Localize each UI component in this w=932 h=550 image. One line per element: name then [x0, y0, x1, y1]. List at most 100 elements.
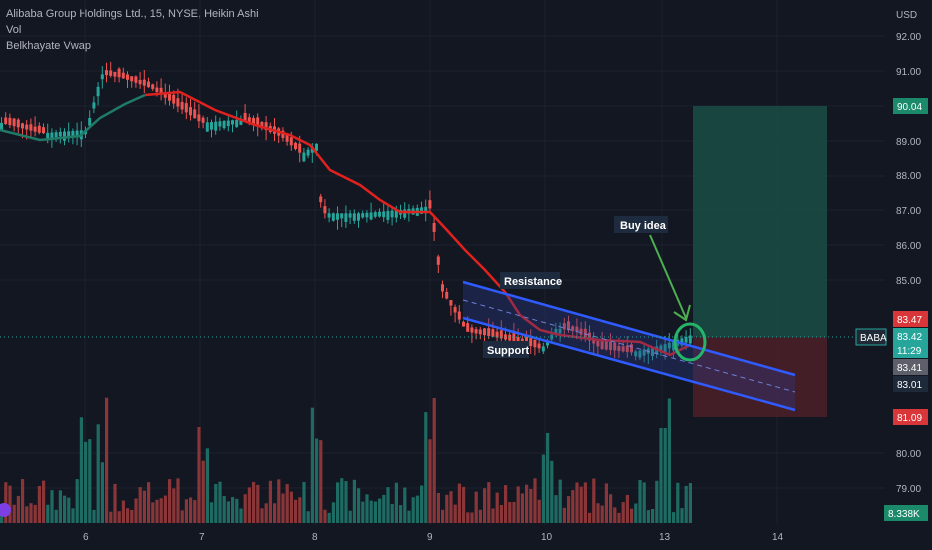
volume-bar	[638, 479, 642, 523]
candle-body	[163, 92, 167, 98]
candle-body	[432, 223, 436, 232]
candle-body	[151, 84, 155, 89]
candle-body	[180, 101, 184, 110]
volume-bar	[138, 487, 142, 523]
candle-body	[621, 346, 625, 352]
candle-body	[491, 329, 495, 337]
volume-bar	[487, 482, 491, 523]
candle-body	[193, 109, 197, 119]
candle-body	[365, 212, 369, 218]
volume-bar	[441, 509, 445, 523]
candle-body	[105, 70, 108, 76]
candle-body	[12, 118, 16, 127]
volume-bar	[42, 480, 46, 523]
volume-bar	[126, 508, 130, 523]
tv-logo-icon[interactable]	[0, 503, 11, 517]
candle-body	[609, 341, 612, 350]
candle-body	[134, 76, 138, 83]
candle-body	[583, 328, 587, 338]
buy-idea-arrow[interactable]	[649, 234, 687, 319]
candle-body	[71, 130, 75, 137]
volume-bar	[239, 508, 243, 523]
volume-bar	[105, 397, 109, 523]
channel-support-line[interactable]	[462, 316, 796, 412]
candle-body	[222, 120, 226, 129]
volume-bar	[495, 492, 499, 523]
volume-bar	[109, 511, 113, 523]
price-axis[interactable]: USD 92.00 91.00 89.00 88.00 87.00 86.00 …	[896, 10, 921, 495]
candle-body	[533, 339, 537, 348]
volume-bar	[529, 488, 533, 523]
candle-body	[155, 87, 159, 92]
volume-bar	[79, 417, 83, 523]
volume-bar	[218, 481, 222, 523]
candle-body	[88, 118, 92, 126]
vol-indicator-label[interactable]: Vol	[6, 24, 22, 36]
candle-body	[382, 211, 386, 218]
symbol-tag	[855, 328, 887, 346]
candle-body	[596, 340, 600, 347]
candle-body	[562, 323, 566, 330]
candle-body	[420, 207, 423, 214]
volume-bar	[499, 504, 503, 523]
candle-body	[256, 117, 260, 127]
volume-bar	[646, 510, 650, 523]
buy-idea-label[interactable]: Buy idea	[620, 220, 667, 232]
volume-bar	[172, 488, 176, 523]
candle-body	[680, 338, 684, 346]
candle-body	[201, 117, 205, 123]
volume-bar	[142, 490, 146, 523]
candle-body	[247, 117, 251, 123]
time-axis[interactable]: 6 7 8 9 10 13 14	[83, 532, 784, 543]
volume-bar	[121, 500, 125, 523]
candle-body	[29, 124, 33, 131]
candle-body	[470, 327, 474, 333]
candle-body	[378, 211, 381, 217]
buy-idea-circle[interactable]	[673, 322, 707, 362]
candle-body	[210, 122, 213, 130]
volume-bar	[516, 486, 520, 523]
volume-bar	[386, 487, 390, 523]
candle-body	[264, 122, 268, 131]
candle-body	[243, 113, 247, 122]
candle-body	[613, 342, 617, 351]
volume-bar	[579, 486, 583, 523]
symbol-title[interactable]: Alibaba Group Holdings Ltd., 15, NYSE, H…	[6, 8, 259, 20]
vwap-indicator-label[interactable]: Belkhayate Vwap	[6, 40, 91, 52]
candle-body	[42, 127, 45, 134]
symbol-tag-label: BABA	[860, 333, 887, 344]
currency-label: USD	[896, 10, 917, 21]
candle-body	[642, 349, 646, 356]
candle-body	[558, 328, 562, 334]
chart-legend: Alibaba Group Holdings Ltd., 15, NYSE, H…	[6, 6, 259, 54]
time-label: 6	[83, 532, 89, 543]
support-label[interactable]: Support	[487, 345, 529, 357]
stop-zone[interactable]	[693, 337, 827, 417]
channel-resistance-line[interactable]	[462, 280, 796, 377]
volume-bar	[373, 501, 377, 523]
price-tick: 80.00	[896, 449, 921, 460]
volume-bar	[130, 509, 134, 523]
volume-bar	[457, 483, 461, 523]
candle-body	[361, 213, 365, 218]
volume-bar	[424, 412, 428, 523]
volume-bar	[541, 454, 545, 523]
bid-price-tag	[893, 359, 928, 375]
volume-bar	[273, 503, 277, 523]
candle-body	[348, 213, 352, 218]
volume-bar	[12, 504, 16, 523]
candle-body	[483, 328, 486, 336]
resistance-label[interactable]: Resistance	[504, 276, 562, 288]
target-zone[interactable]	[693, 106, 827, 337]
time-label: 8	[312, 532, 318, 543]
volume-bar	[33, 504, 37, 523]
volume-bar	[205, 448, 209, 523]
volume-bar	[243, 494, 247, 523]
candle-body	[625, 345, 629, 352]
volume-bar	[365, 494, 369, 523]
volume-bar	[117, 511, 121, 523]
candle-body	[67, 131, 71, 138]
candle-body	[663, 344, 667, 353]
volume-bar	[159, 498, 163, 523]
